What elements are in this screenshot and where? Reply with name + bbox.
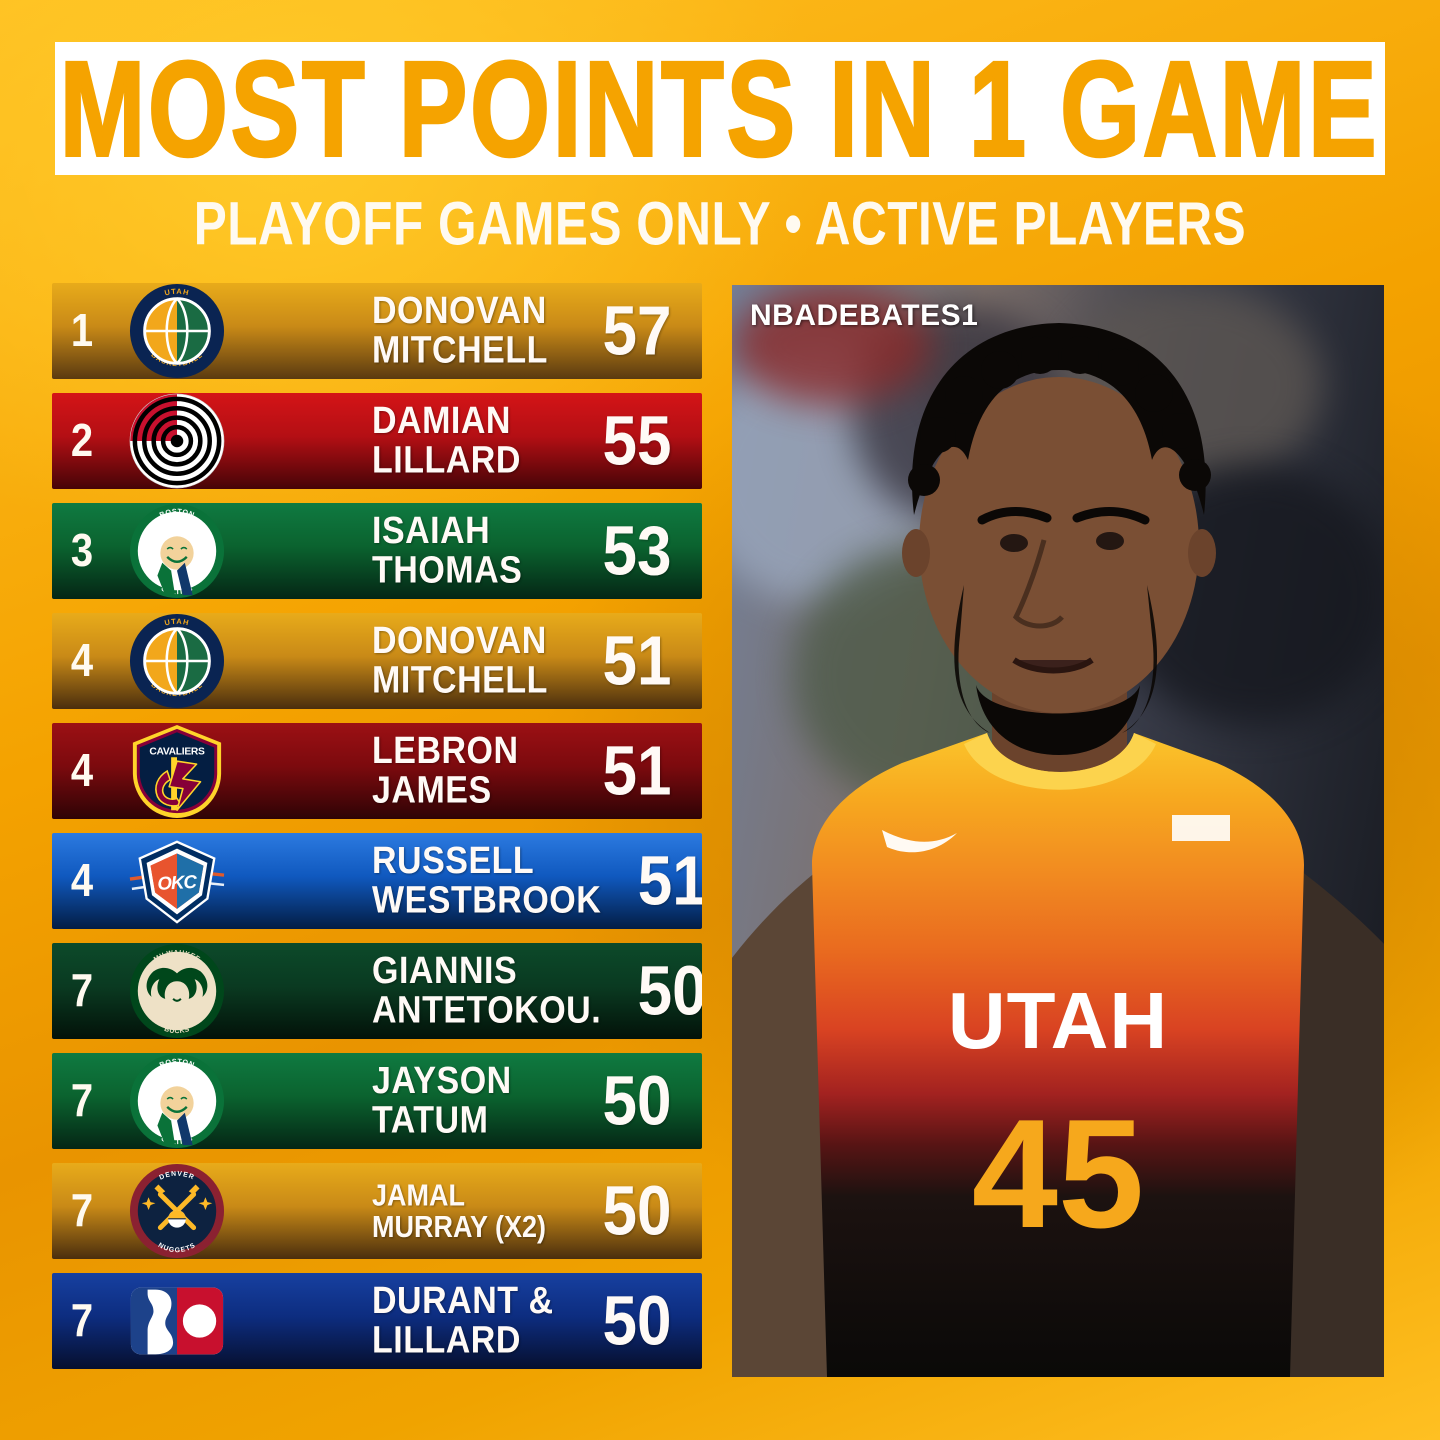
svg-text:OKC: OKC bbox=[157, 871, 198, 894]
svg-text:CAVALIERS: CAVALIERS bbox=[149, 746, 205, 757]
